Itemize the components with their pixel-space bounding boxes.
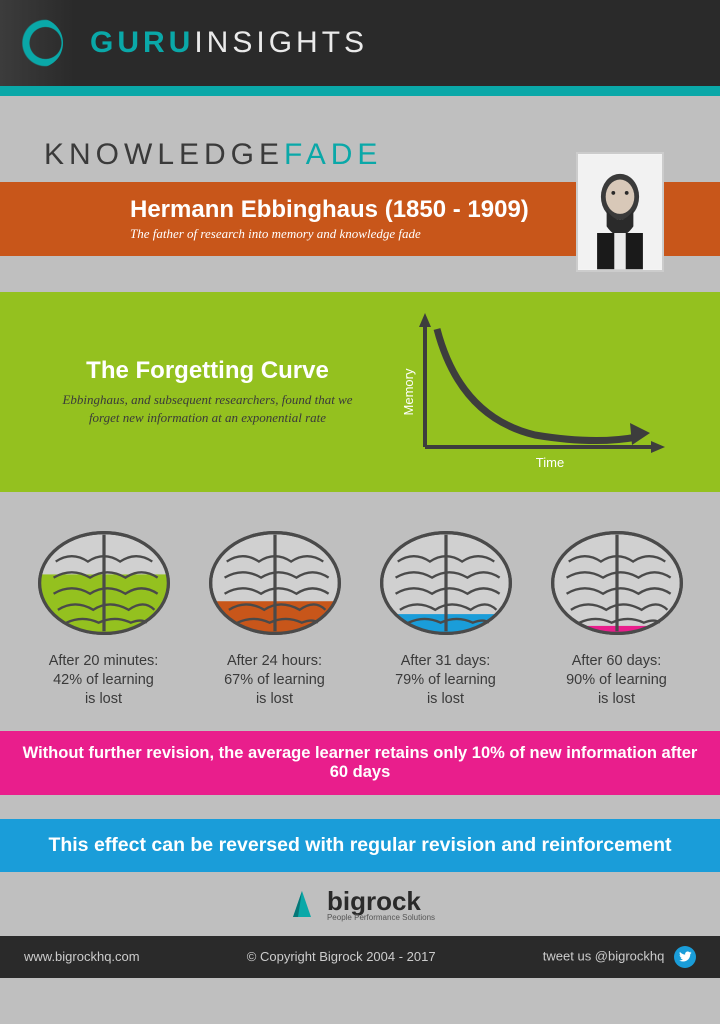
svg-text:Time: Time: [536, 455, 564, 470]
footer-url[interactable]: www.bigrockhq.com: [24, 949, 140, 964]
brand-prefix: GURU: [90, 26, 194, 59]
header-bar: GURUINSIGHTS: [0, 0, 720, 86]
retention-statement: Without further revision, the average le…: [0, 731, 720, 795]
reversal-statement: This effect can be reversed with regular…: [0, 819, 720, 872]
footer-copyright: © Copyright Bigrock 2004 - 2017: [247, 949, 436, 964]
forgetting-curve-chart: Memory Time: [360, 307, 690, 477]
twitter-icon[interactable]: [674, 946, 696, 968]
brain-item-1: After 24 hours:67% of learningis lost: [197, 524, 352, 709]
knowledge-word: KNOWLEDGE: [44, 138, 284, 171]
brand-title: GURUINSIGHTS: [90, 26, 368, 60]
footer-brand-tagline: People Performance Solutions: [327, 913, 435, 922]
footer-tweet[interactable]: tweet us @bigrockhq: [543, 946, 696, 968]
forgetting-title: The Forgetting Curve: [55, 357, 360, 385]
brand-suffix: INSIGHTS: [194, 26, 368, 59]
footer-bar: www.bigrockhq.com © Copyright Bigrock 20…: [0, 936, 720, 978]
logo-icon: [0, 0, 75, 86]
footer-brand-name: bigrock: [327, 886, 421, 916]
teal-divider: [0, 86, 720, 96]
brain-item-3: After 60 days:90% of learningis lost: [539, 524, 694, 709]
portrait-image: [576, 152, 664, 272]
ebbinghaus-title: Hermann Ebbinghaus (1850 - 1909): [130, 196, 529, 224]
brains-row: After 20 minutes:42% of learningis lost …: [0, 492, 720, 731]
forgetting-subtitle: Ebbinghaus, and subsequent researchers, …: [55, 391, 360, 426]
ebbinghaus-band: Hermann Ebbinghaus (1850 - 1909) The fat…: [0, 182, 720, 256]
fade-word: FADE: [284, 138, 382, 171]
ebbinghaus-subtitle: The father of research into memory and k…: [130, 226, 529, 242]
brain-item-0: After 20 minutes:42% of learningis lost: [26, 524, 181, 709]
brain-label: After 60 days:90% of learningis lost: [539, 652, 694, 709]
brain-label: After 20 minutes:42% of learningis lost: [26, 652, 181, 709]
brain-item-2: After 31 days:79% of learningis lost: [368, 524, 523, 709]
svg-text:Memory: Memory: [401, 368, 416, 415]
brain-label: After 24 hours:67% of learningis lost: [197, 652, 352, 709]
brain-label: After 31 days:79% of learningis lost: [368, 652, 523, 709]
footer-brand: bigrock People Performance Solutions: [0, 872, 720, 936]
forgetting-curve-band: The Forgetting Curve Ebbinghaus, and sub…: [0, 292, 720, 492]
bigrock-logo-icon: [285, 887, 319, 921]
